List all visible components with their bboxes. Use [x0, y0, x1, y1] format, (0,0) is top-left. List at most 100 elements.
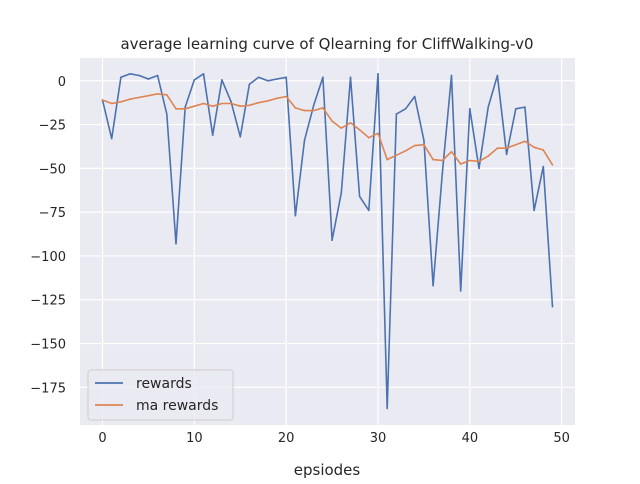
data-point — [248, 83, 251, 86]
data-point — [331, 120, 333, 122]
data-point — [423, 143, 425, 146]
data-point — [312, 104, 315, 107]
x-tick-label: 20 — [278, 431, 295, 446]
plot-area — [80, 58, 575, 425]
tick-labels: 0 10 20 30 40 50 0 −25 −50 −75 −100 −125 −150 −175 — [30, 75, 570, 446]
data-point — [239, 105, 242, 107]
data-point — [514, 143, 517, 146]
data-point — [395, 154, 398, 157]
data-point — [110, 137, 113, 140]
data-point — [551, 164, 554, 166]
data-point — [450, 74, 453, 77]
data-point — [239, 136, 242, 138]
data-point — [101, 99, 104, 101]
data-point — [404, 108, 407, 110]
data-point — [331, 239, 333, 241]
data-point — [211, 105, 214, 107]
series-line-rewards — [101, 73, 554, 410]
data-point — [524, 106, 526, 108]
data-point — [129, 98, 131, 100]
data-point — [322, 76, 324, 79]
data-point — [165, 93, 168, 96]
data-point — [303, 109, 306, 112]
x-tick-label: 40 — [462, 431, 479, 446]
data-point — [129, 72, 131, 75]
y-tick-label: −175 — [30, 381, 66, 396]
data-point — [395, 113, 398, 115]
data-point — [267, 79, 269, 82]
data-point — [542, 165, 545, 168]
data-point — [248, 104, 251, 107]
data-point — [459, 163, 462, 165]
data-point — [156, 93, 159, 95]
data-point — [441, 172, 444, 175]
data-point — [533, 209, 535, 212]
data-point — [202, 102, 205, 105]
data-point — [432, 158, 434, 161]
x-tick-label: 50 — [553, 431, 570, 446]
data-point — [184, 106, 186, 108]
data-point — [377, 72, 379, 75]
data-point — [413, 95, 416, 98]
data-point — [368, 136, 370, 139]
data-point — [221, 102, 223, 105]
legend-box — [87, 369, 234, 421]
data-point — [285, 76, 287, 79]
data-point — [487, 106, 490, 108]
data-point — [441, 159, 444, 162]
data-point — [368, 209, 370, 212]
data-point — [120, 100, 122, 103]
data-point — [386, 407, 388, 410]
data-point — [294, 214, 297, 217]
y-tick-label: −100 — [30, 250, 66, 265]
data-point — [423, 139, 425, 142]
data-point — [202, 72, 205, 75]
data-point — [193, 105, 196, 107]
data-point — [377, 132, 379, 135]
data-point — [413, 144, 416, 147]
data-point — [175, 108, 177, 110]
data-point — [147, 78, 150, 80]
data-point — [358, 195, 361, 198]
data-point — [505, 153, 508, 156]
data-point — [294, 107, 297, 109]
data-point — [496, 74, 499, 77]
data-point — [322, 107, 324, 109]
data-point — [349, 122, 352, 124]
data-point — [469, 108, 471, 110]
data-point — [459, 290, 462, 292]
x-axis-label: epsiodes — [294, 461, 361, 479]
data-point — [404, 150, 407, 152]
data-point — [432, 284, 434, 287]
data-point — [358, 129, 361, 131]
data-point — [230, 102, 232, 105]
data-point — [156, 74, 159, 77]
data-point — [340, 192, 343, 194]
data-point — [349, 76, 352, 79]
data-point — [450, 150, 453, 153]
data-point — [276, 78, 278, 80]
data-point — [276, 97, 278, 100]
legend-label: ma rewards — [136, 398, 218, 414]
series-line-ma-rewards — [102, 93, 554, 166]
data-point — [514, 108, 517, 110]
data-point — [478, 167, 480, 170]
data-point — [257, 101, 260, 104]
data-point — [138, 96, 141, 99]
chart-title: average learning curve of Qlearning for … — [120, 35, 533, 53]
data-point — [386, 158, 388, 161]
data-point — [533, 146, 535, 149]
data-point — [542, 149, 545, 151]
data-point — [193, 79, 196, 81]
data-point — [496, 147, 499, 150]
y-tick-label: 0 — [58, 75, 66, 90]
legend-label: rewards — [136, 376, 192, 392]
data-point — [230, 100, 232, 103]
data-point — [221, 79, 223, 81]
data-point — [175, 242, 177, 245]
data-point — [184, 108, 186, 110]
data-point — [505, 147, 508, 150]
series-lines — [101, 72, 554, 410]
y-tick-label: −150 — [30, 338, 66, 353]
